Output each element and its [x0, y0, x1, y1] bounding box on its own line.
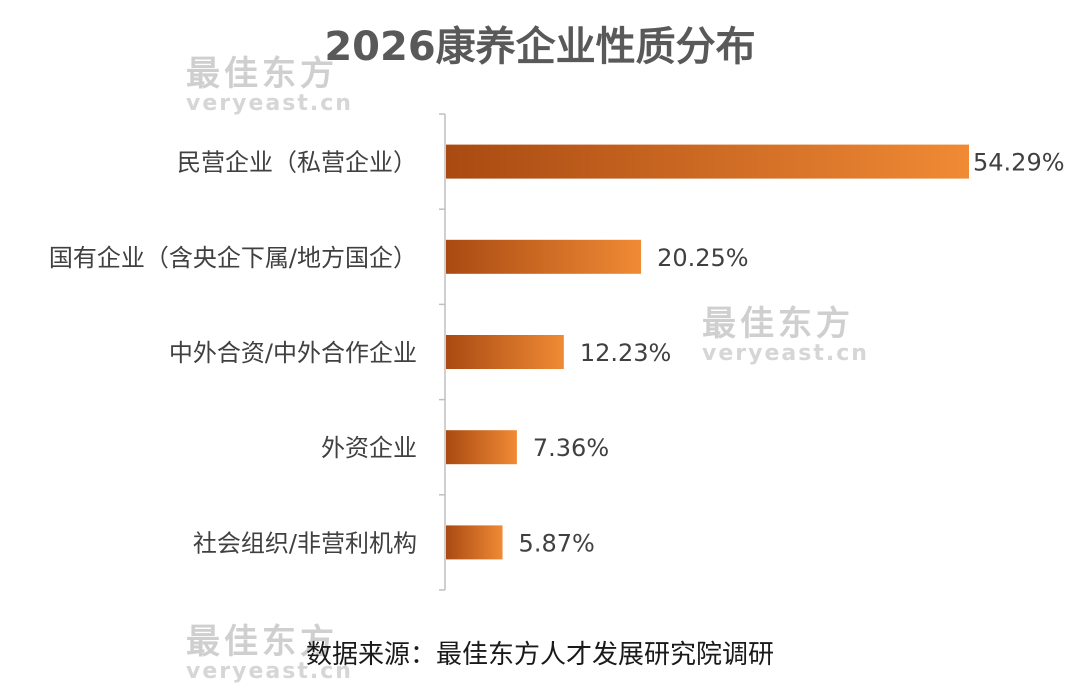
value-label: 5.87%	[519, 529, 595, 557]
category-label: 社会组织/非营利机构	[193, 529, 417, 557]
bar-4	[446, 525, 503, 560]
chart-title: 2026康养企业性质分布	[324, 24, 756, 70]
value-label: 12.23%	[580, 339, 672, 367]
category-label: 国有企业（含央企下属/地方国企）	[49, 244, 417, 272]
value-label: 54.29%	[973, 149, 1065, 177]
data-source: 数据来源：最佳东方人才发展研究院调研	[305, 640, 774, 670]
value-label: 7.36%	[533, 434, 609, 462]
bar-2	[446, 335, 564, 369]
bar-1	[446, 239, 642, 274]
bar-0	[446, 144, 969, 179]
category-label: 中外合资/中外合作企业	[169, 339, 417, 367]
category-label: 民营企业（私营企业）	[177, 149, 417, 177]
bar-3	[446, 430, 517, 465]
value-label: 20.25%	[657, 244, 749, 272]
category-label: 外资企业	[321, 434, 417, 462]
